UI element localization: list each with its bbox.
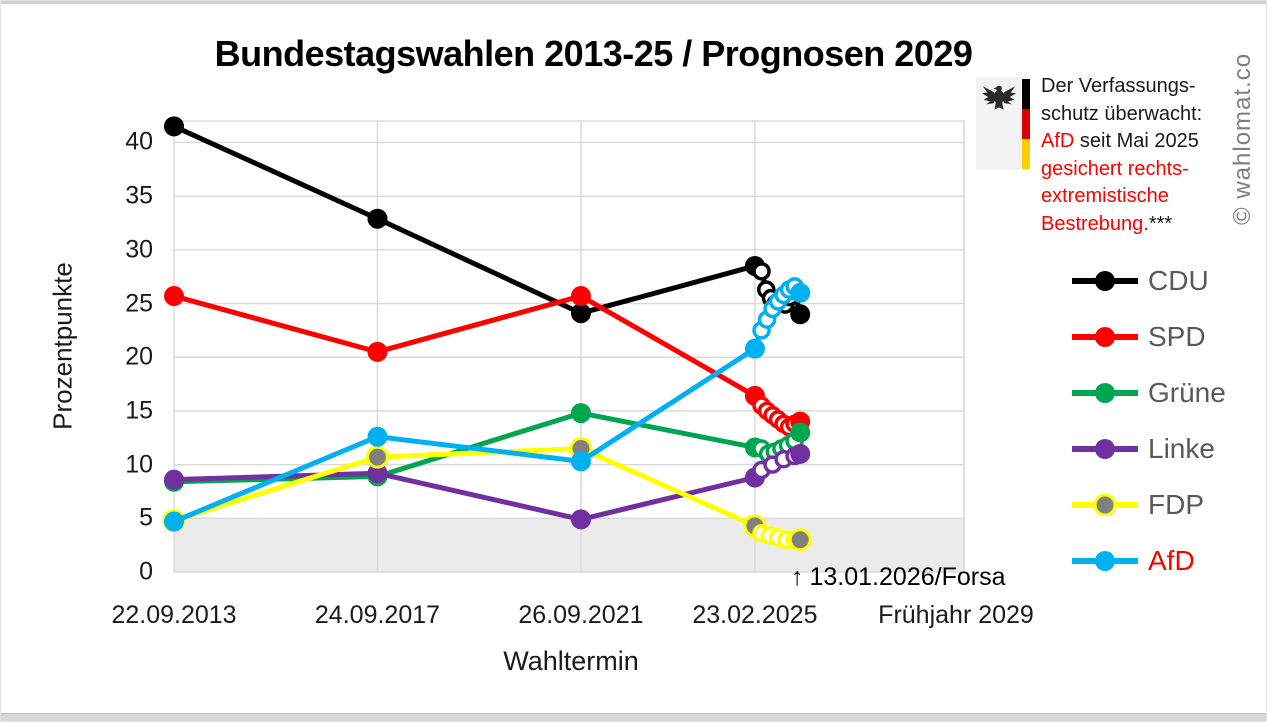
data-point-Linke [367,463,388,484]
x-axis-title: Wahltermin [503,646,639,676]
legend-label-fdp: FDP [1148,489,1204,520]
series-line-Linke [171,451,803,522]
y-tick-label: 35 [125,181,153,210]
legend-item-linke: Linke [1072,421,1226,477]
data-point-SPD [164,286,184,307]
data-point-Grüne [790,422,811,443]
series-line-Grüne [171,410,803,485]
y-tick-label: 0 [139,557,153,586]
afd-highlight: AfD [1041,130,1075,152]
flag-red-band [1022,109,1030,139]
data-point-AfD [744,338,765,359]
y-axis-title: Prozentpunkte [47,262,78,430]
data-point-CDU [790,304,811,325]
flag-gold-band [1022,139,1030,169]
legend-item-fdp: FDP [1072,477,1226,533]
y-tick-label: 15 [125,396,153,425]
note-line-4: gesichert rechts- [1041,157,1189,180]
x-tick-label: 26.09.2021 [518,601,644,629]
legend-item-cdu: CDU [1072,253,1226,309]
plot-border [173,120,965,573]
bundesadler-icon [981,85,1016,110]
y-tick-label: 30 [125,235,153,264]
data-point-Linke [570,509,591,530]
y-tick-label: 25 [125,289,153,318]
poll-point-CDU [752,262,771,281]
legend-item-afd: AfD [1072,533,1226,589]
forsa-poll-annotation: ↑ 13.01.2026/Forsa [791,563,1005,592]
y-tick-label: 40 [125,127,153,156]
note-line-2: schutz überwacht: [1041,102,1203,125]
watermark: © wahlomat.co [1229,52,1256,225]
legend-swatch-spd [1072,327,1138,347]
legend-label-spd: SPD [1148,321,1206,352]
y-tick-label: 10 [125,450,153,479]
data-point-Linke [164,469,184,490]
data-point-CDU [570,303,591,324]
data-point-SPD [570,286,591,307]
y-tick-label: 5 [139,503,153,532]
note-line-3: AfD seit Mai 2025 [1041,128,1266,156]
verfassungsschutz-text: Der Verfassungs- schutz überwacht: AfD s… [1041,73,1266,238]
note-line-6-suffix: *** [1148,212,1173,235]
legend-label-linke: Linke [1148,433,1215,464]
legend-item-grüne: Grüne [1072,365,1226,421]
legend-swatch-linke [1072,439,1138,459]
five-percent-threshold-band [174,518,964,572]
legend-label-afd: AfD [1148,545,1195,576]
series-line-SPD [171,293,803,430]
data-point-SPD [367,341,388,362]
chart-title: Bundestagswahlen 2013-25 / Prognosen 202… [214,33,973,74]
note-line-1: Der Verfassungs- [1041,75,1196,97]
bundesadler-badge [976,77,1021,170]
forsa-poll-label: 13.01.2026/Forsa [809,563,1006,591]
data-point-AfD [367,426,388,447]
up-arrow-icon: ↑ [791,563,804,591]
x-tick-label: 22.09.2013 [111,601,237,629]
data-point-Grüne [570,403,591,424]
note-line-5: extremistische [1041,185,1169,207]
legend-label-grüne: Grüne [1148,377,1226,408]
note-line-6: Bestrebung.*** [1041,211,1266,239]
data-point-CDU [367,208,388,229]
legend-swatch-fdp [1072,494,1138,516]
data-point-AfD [790,282,811,303]
note-line-3-rest: seit Mai 2025 [1074,130,1199,152]
top-edge-divider [1,1,1266,4]
flag-black-band [1022,79,1030,109]
series-line-CDU [171,123,803,317]
data-point-FDP [788,528,812,552]
legend-label-cdu: CDU [1148,265,1209,296]
x-tick-label: 23.02.2025 [692,601,818,629]
bestrebung-highlight: Bestrebung. [1041,212,1149,235]
legend-swatch-grüne [1072,383,1138,403]
german-flag-stripe [1022,79,1030,169]
x-tick-label: Frühjahr 2029 [878,601,1034,629]
legend-swatch-cdu [1072,271,1138,291]
legend-item-spd: SPD [1072,309,1226,365]
chart-legend: CDU SPD Grüne Linke FDP AfD [1072,253,1226,589]
bottom-edge-divider [1,713,1266,721]
x-tick-label: 24.09.2017 [314,601,441,629]
data-point-FDP [365,445,389,469]
legend-swatch-afd [1072,551,1138,571]
data-point-AfD [164,511,184,532]
data-point-CDU [164,116,184,137]
y-tick-label: 20 [125,342,153,371]
data-point-AfD [570,451,591,472]
data-point-Linke [790,443,811,464]
